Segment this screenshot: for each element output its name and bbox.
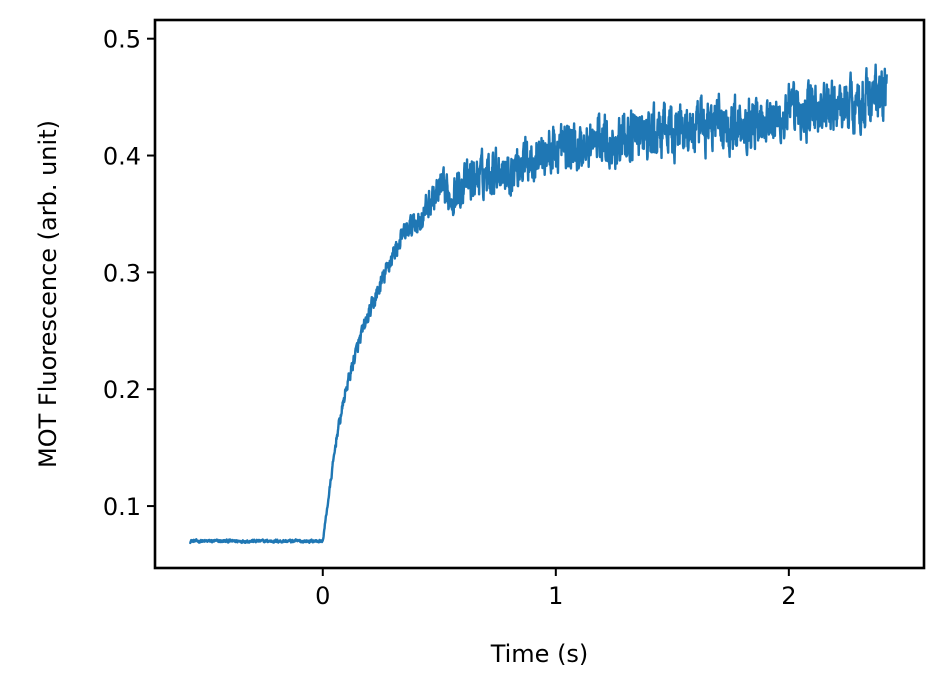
x-axis: 0 1 2	[315, 568, 796, 610]
y-tick-label: 0.3	[103, 259, 141, 287]
y-axis-label: MOT Fluorescence (arb. unit)	[34, 120, 62, 468]
y-tick-label: 0.2	[103, 376, 141, 404]
x-tick-label: 0	[315, 582, 330, 610]
y-tick-label: 0.1	[103, 493, 141, 521]
x-tick-label: 2	[781, 582, 796, 610]
plot-area	[188, 63, 888, 545]
series-line-0	[188, 63, 888, 545]
y-axis: 0.1 0.2 0.3 0.4 0.5	[103, 26, 155, 521]
plot-frame	[153, 18, 926, 570]
x-axis-label: Time (s)	[490, 640, 589, 668]
x-tick-label: 1	[548, 582, 563, 610]
y-tick-label: 0.5	[103, 26, 141, 54]
y-tick-label: 0.4	[103, 143, 141, 171]
